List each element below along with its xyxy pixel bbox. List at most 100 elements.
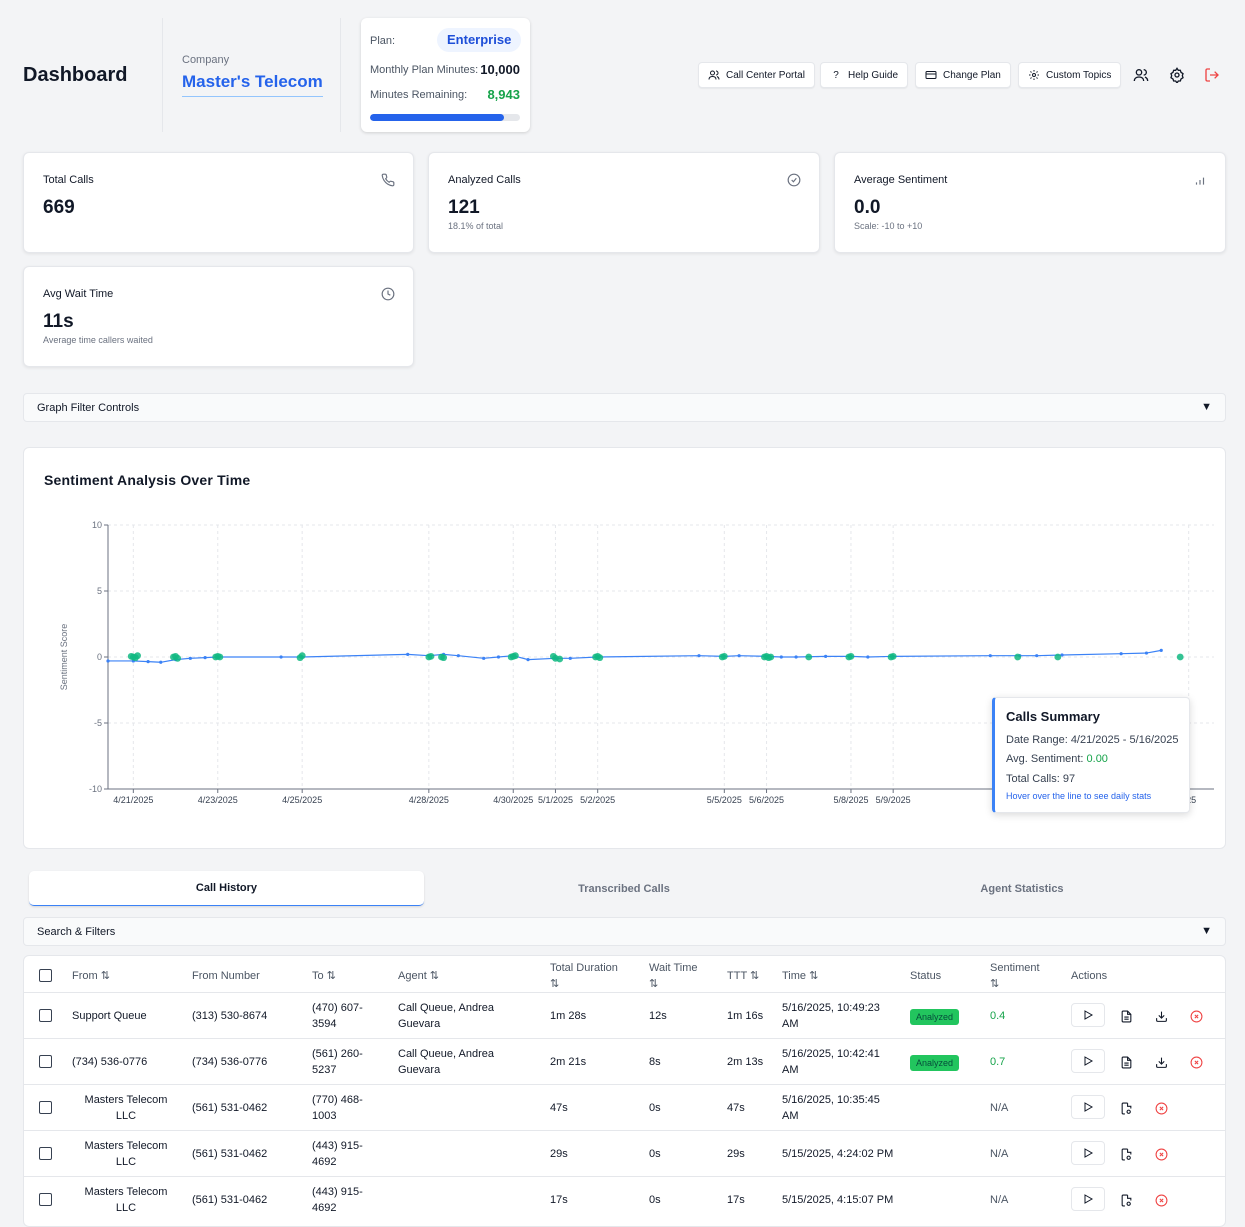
cell-from: Masters Telecom LLC — [84, 1186, 168, 1214]
company-name[interactable]: Master's Telecom — [182, 72, 323, 97]
check-circle-icon — [787, 173, 801, 187]
table-row[interactable]: (734) 536-0776 (734) 536-0776 (561) 260-… — [24, 1038, 1225, 1084]
logout-icon[interactable] — [1202, 65, 1222, 85]
card-title: Analyzed Calls — [448, 174, 521, 186]
call-sentiment-point — [174, 654, 182, 662]
tab-agent-statistics[interactable]: Agent Statistics — [980, 882, 1064, 895]
help-guide-label: Help Guide — [848, 69, 899, 81]
graph-filter-controls-toggle[interactable]: Graph Filter Controls ▼ — [23, 393, 1226, 422]
sentiment-chart[interactable]: 10 5 0 -5 -10 4/21/2025 4/23/2025 4/25/2025 4/28… — [24, 448, 1225, 848]
column-header-ttt[interactable]: TTT ⇅ — [727, 970, 760, 982]
select-all-checkbox[interactable] — [39, 969, 52, 982]
play-button[interactable] — [1071, 1049, 1105, 1073]
delete-icon[interactable] — [1154, 1193, 1168, 1207]
cell-from: Masters Telecom LLC — [84, 1140, 168, 1168]
y-tick-label: -5 — [94, 718, 102, 728]
x-tick-label: 5/8/2025 — [833, 795, 868, 805]
chevron-down-icon: ▼ — [1201, 401, 1212, 413]
x-tick-label: 4/28/2025 — [409, 795, 449, 805]
graph-filter-label: Graph Filter Controls — [37, 402, 140, 414]
call-sentiment-point — [511, 652, 519, 660]
plan-card: Plan: Enterprise Monthly Plan Minutes: 1… — [361, 18, 530, 132]
tooltip-hint: Hover over the line to see daily stats — [1006, 791, 1152, 801]
change-plan-button[interactable]: Change Plan — [915, 62, 1011, 88]
transcribe-audio-icon[interactable] — [1119, 1147, 1133, 1161]
column-header-sentiment[interactable]: Sentiment ⇅ — [990, 962, 1040, 990]
delete-icon[interactable] — [1154, 1147, 1168, 1161]
download-icon[interactable] — [1154, 1009, 1168, 1023]
column-header-from[interactable]: From ⇅ — [72, 970, 110, 982]
question-icon: ? — [833, 69, 839, 81]
transcript-icon[interactable] — [1119, 1055, 1133, 1069]
cell-to: (561) 260- 5237 — [312, 1048, 363, 1076]
row-checkbox[interactable] — [39, 1147, 52, 1160]
cell-ttt: 17s — [727, 1194, 745, 1206]
transcribe-audio-icon[interactable] — [1119, 1101, 1133, 1115]
column-header-agent[interactable]: Agent ⇅ — [398, 970, 440, 982]
delete-icon[interactable] — [1189, 1009, 1203, 1023]
x-tick-label: 5/1/2025 — [538, 795, 573, 805]
minutes-remaining-value: 8,943 — [487, 87, 520, 102]
transcribe-audio-icon[interactable] — [1119, 1193, 1133, 1207]
cell-agent: Call Queue, Andrea Guevara — [398, 1002, 495, 1030]
row-checkbox[interactable] — [39, 1101, 52, 1114]
settings-icon[interactable] — [1167, 65, 1187, 85]
table-row[interactable]: Support Queue (313) 530-8674 (470) 607- 3… — [24, 992, 1225, 1038]
call-sentiment-point — [767, 653, 775, 661]
cell-agent: Call Queue, Andrea Guevara — [398, 1048, 495, 1076]
column-header-total-duration[interactable]: Total Duration ⇅ — [550, 962, 618, 990]
clock-icon — [381, 287, 395, 301]
call-sentiment-point — [847, 652, 855, 660]
minutes-remaining-label: Minutes Remaining: — [370, 89, 468, 101]
card-subtext: 18.1% of total — [448, 221, 504, 231]
search-filters-toggle[interactable]: Search & Filters ▼ — [23, 917, 1226, 946]
play-button[interactable] — [1071, 1003, 1105, 1027]
chevron-down-icon: ▼ — [1201, 925, 1212, 937]
transcript-icon[interactable] — [1119, 1009, 1133, 1023]
cell-duration: 29s — [550, 1148, 568, 1160]
delete-icon[interactable] — [1189, 1055, 1203, 1069]
call-center-portal-button[interactable]: Call Center Portal — [698, 62, 815, 88]
delete-icon[interactable] — [1154, 1101, 1168, 1115]
y-axis-label: Sentiment Score — [59, 624, 69, 691]
row-checkbox[interactable] — [39, 1009, 52, 1022]
custom-topics-button[interactable]: Custom Topics — [1018, 62, 1122, 88]
column-header-time[interactable]: Time ⇅ — [782, 970, 819, 982]
trend-point — [188, 656, 192, 660]
call-sentiment-point — [1014, 653, 1022, 661]
tooltip-total-calls: Total Calls: 97 — [1006, 773, 1076, 785]
cell-wait: 0s — [649, 1194, 661, 1206]
call-sentiment-point — [889, 652, 897, 660]
trend-point — [159, 660, 163, 664]
column-header-to[interactable]: To ⇅ — [312, 970, 336, 982]
play-button[interactable] — [1071, 1141, 1105, 1165]
play-button[interactable] — [1071, 1187, 1105, 1211]
header: Dashboard Company Master's Telecom Plan:… — [0, 0, 1245, 140]
table-row[interactable]: Masters Telecom LLC (561) 531-0462 (443) … — [24, 1176, 1225, 1222]
cell-from-number: (561) 531-0462 — [192, 1102, 268, 1114]
row-checkbox[interactable] — [39, 1055, 52, 1068]
call-sentiment-point — [427, 652, 435, 660]
trend-point — [1060, 653, 1064, 657]
row-checkbox[interactable] — [39, 1193, 52, 1206]
tab-transcribed-calls[interactable]: Transcribed Calls — [578, 882, 670, 895]
download-icon[interactable] — [1154, 1055, 1168, 1069]
column-header-wait-time[interactable]: Wait Time ⇅ — [649, 962, 698, 990]
trend-point — [496, 655, 501, 659]
monthly-minutes-label: Monthly Plan Minutes: — [370, 64, 479, 76]
table-row[interactable]: Masters Telecom LLC (561) 531-0462 (443) … — [24, 1130, 1225, 1176]
call-sentiment-point — [805, 653, 813, 661]
tab-call-history[interactable]: Call History — [29, 871, 424, 906]
help-guide-button[interactable]: ? Help Guide — [820, 62, 909, 88]
cell-duration: 2m 21s — [550, 1056, 587, 1068]
x-tick-label: 5/2/2025 — [580, 795, 615, 805]
cell-to: (470) 607- 3594 — [312, 1002, 363, 1030]
call-sentiment-point — [216, 653, 224, 661]
column-header-actions: Actions — [1071, 970, 1108, 982]
user-management-icon[interactable] — [1131, 65, 1151, 85]
table-row[interactable]: Masters Telecom LLC (561) 531-0462 (770) … — [24, 1084, 1225, 1130]
bar-chart-icon — [1195, 177, 1205, 185]
play-button[interactable] — [1071, 1095, 1105, 1119]
x-tick-label: 4/30/2025 — [493, 795, 533, 805]
cell-duration: 47s — [550, 1102, 568, 1114]
